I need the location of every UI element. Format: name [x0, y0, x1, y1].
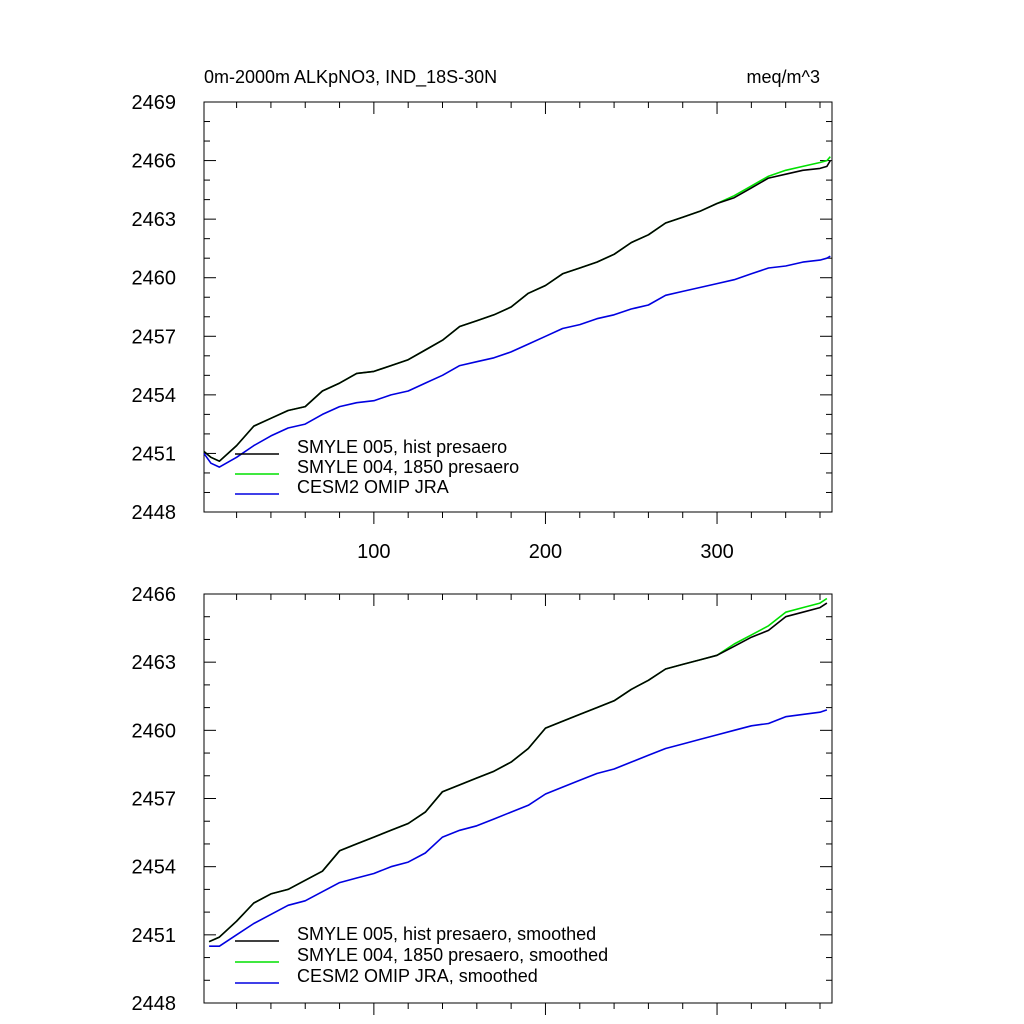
- plot-frame: [203, 101, 833, 513]
- series-line: [203, 255, 831, 468]
- series-line: [203, 160, 831, 463]
- x-tick-label: 300: [700, 541, 733, 563]
- top-panel: 0m-2000m ALKpNO3, IND_18S-30N meq/m^3 24…: [132, 67, 833, 563]
- y-tick-label: 2454: [132, 857, 177, 879]
- series-line: [203, 156, 831, 463]
- legend-label: CESM2 OMIP JRA: [297, 477, 449, 497]
- y-tick-label: 2466: [132, 584, 177, 606]
- y-tick-label: 2448: [132, 502, 177, 524]
- y-tick-label: 2463: [132, 209, 177, 231]
- y-tick-label: 2463: [132, 652, 177, 674]
- y-tick-label: 2457: [132, 789, 177, 811]
- bottom-panel: 2448 2451 2454 2457 2460 2463 2466 SMYLE 005, h…: [132, 584, 833, 1015]
- y-tick-label: 2451: [132, 925, 177, 947]
- y-tick-label: 2460: [132, 268, 177, 290]
- y-tick-label: 2448: [132, 993, 177, 1015]
- chart-units: meq/m^3: [747, 67, 820, 87]
- y-tick-label: 2457: [132, 326, 177, 348]
- y-tick-label: 2451: [132, 443, 177, 465]
- y-tick-label: 2466: [132, 151, 177, 173]
- y-tick-label: 2460: [132, 720, 177, 742]
- legend-label: SMYLE 005, hist presaero, smoothed: [297, 924, 596, 944]
- x-tick-label: 200: [529, 541, 562, 563]
- chart-title: 0m-2000m ALKpNO3, IND_18S-30N: [204, 67, 497, 88]
- legend-label: SMYLE 004, 1850 presaero, smoothed: [297, 945, 608, 965]
- y-tick-label: 2454: [132, 385, 177, 407]
- x-tick-label: 100: [357, 541, 390, 563]
- series-line: [208, 597, 828, 943]
- legend-label: SMYLE 004, 1850 presaero: [297, 457, 519, 477]
- legend-label: CESM2 OMIP JRA, smoothed: [297, 966, 538, 986]
- y-tick-label: 2469: [132, 92, 177, 114]
- series-line: [209, 709, 828, 948]
- series-line: [208, 602, 828, 943]
- legend-label: SMYLE 005, hist presaero: [297, 437, 507, 457]
